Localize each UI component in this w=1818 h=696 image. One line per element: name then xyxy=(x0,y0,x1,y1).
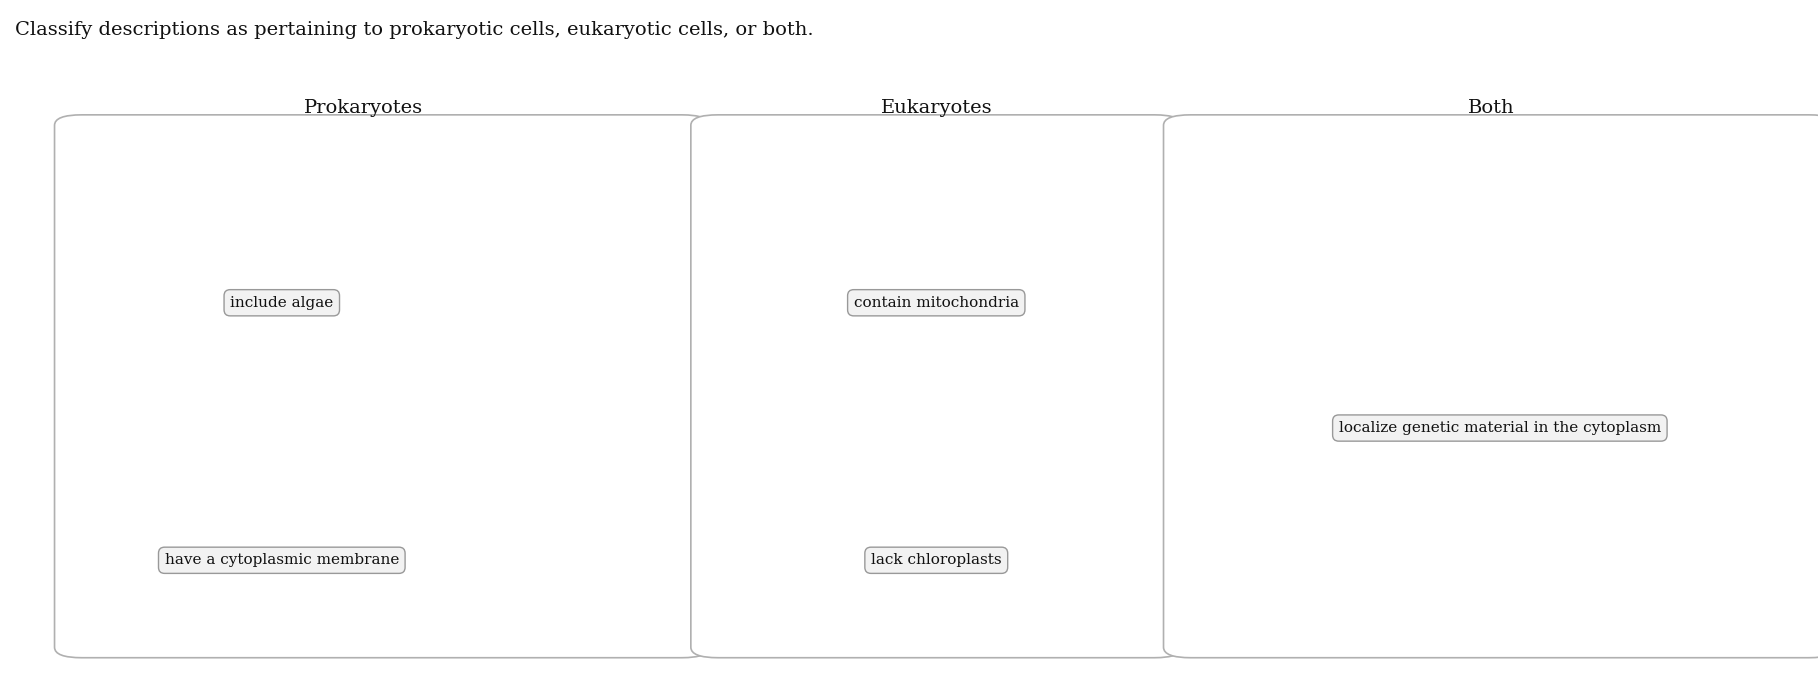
Text: have a cytoplasmic membrane: have a cytoplasmic membrane xyxy=(165,553,398,567)
FancyBboxPatch shape xyxy=(55,115,709,658)
Text: Prokaryotes: Prokaryotes xyxy=(304,99,424,117)
Text: Classify descriptions as pertaining to prokaryotic cells, eukaryotic cells, or b: Classify descriptions as pertaining to p… xyxy=(15,21,813,39)
Text: lack chloroplasts: lack chloroplasts xyxy=(871,553,1002,567)
Text: Eukaryotes: Eukaryotes xyxy=(880,99,993,117)
Text: contain mitochondria: contain mitochondria xyxy=(854,296,1018,310)
FancyBboxPatch shape xyxy=(691,115,1182,658)
FancyBboxPatch shape xyxy=(1164,115,1818,658)
Text: Both: Both xyxy=(1467,99,1514,117)
Text: include algae: include algae xyxy=(231,296,333,310)
Text: localize genetic material in the cytoplasm: localize genetic material in the cytopla… xyxy=(1338,421,1662,435)
